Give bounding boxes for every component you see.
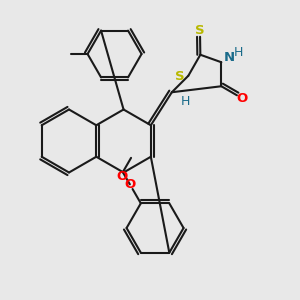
Text: S: S	[195, 24, 205, 37]
Text: H: H	[181, 94, 190, 108]
Text: N: N	[224, 51, 235, 64]
Text: S: S	[175, 70, 185, 83]
Text: H: H	[233, 46, 243, 59]
Text: O: O	[116, 170, 128, 184]
Text: O: O	[236, 92, 248, 105]
Text: O: O	[124, 178, 136, 191]
